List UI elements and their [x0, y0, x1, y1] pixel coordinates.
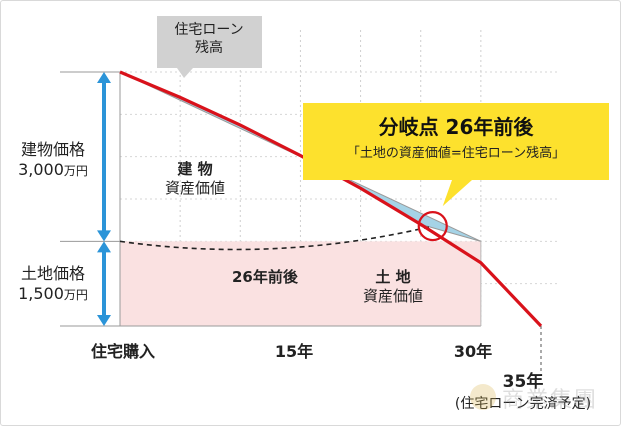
building-price-value: 3,000	[18, 160, 64, 179]
value-arrows	[97, 72, 111, 326]
land-value-area	[120, 241, 481, 326]
watermark-emblem-icon	[470, 384, 496, 410]
building-arrow-head-down	[97, 230, 111, 242]
building-price-unit: 万円	[63, 164, 88, 178]
callout-subtitle: 「土地の資産価値=住宅ローン残高」	[346, 146, 566, 161]
building-region-label: 建 物 資産価値	[150, 160, 240, 198]
building-arrow-head-up	[97, 72, 111, 83]
land-region-label: 土 地 資産価値	[348, 268, 438, 306]
crossover-marker	[417, 210, 448, 242]
building-price-label: 建物価格 3,000万円	[8, 140, 98, 180]
land-price-value: 1,500	[18, 284, 64, 303]
x-tick-15: 15年	[274, 342, 314, 361]
land-price-unit: 万円	[63, 288, 88, 302]
loan-bubble-line1: 住宅ローン	[174, 22, 244, 38]
land-arrow-head-down	[97, 315, 111, 326]
dashed-curve-label: 26年前後	[232, 268, 298, 286]
callout-shape	[303, 103, 609, 207]
land-price-title: 土地価格	[20, 264, 85, 283]
callout-label: 分岐点 26年前後 「土地の資産価値=住宅ローン残高」	[306, 115, 606, 162]
land-region-title: 土 地	[375, 268, 411, 286]
x-tick-purchase: 住宅購入	[90, 342, 155, 361]
callout-title: 分岐点 26年前後	[378, 115, 534, 139]
building-region-sub: 資産価値	[164, 178, 225, 197]
loan-bubble-line2: 残高	[195, 39, 223, 56]
loan-bubble-shape	[157, 16, 262, 78]
x-end-note: (住宅ローン完済予定)	[454, 396, 592, 413]
land-price-label: 土地価格 1,500万円	[8, 264, 98, 304]
x-tick-30: 30年	[453, 342, 493, 361]
building-region-title: 建 物	[177, 160, 213, 178]
x-end-year: 35年	[502, 372, 544, 392]
guide-lines	[60, 71, 542, 375]
land-value-dashed-curve	[119, 225, 433, 251]
x-end-label: 35年 (住宅ローン完済予定)	[430, 372, 616, 414]
building-price-title: 建物価格	[20, 140, 85, 159]
watermark-text: 商業集團	[502, 388, 599, 413]
land-arrow-head-up	[97, 241, 111, 253]
loan-bubble-label: 住宅ローン 残高	[160, 22, 258, 57]
land-region-sub: 資産価値	[362, 286, 423, 305]
watermark-logo: 商業集團	[466, 378, 616, 422]
